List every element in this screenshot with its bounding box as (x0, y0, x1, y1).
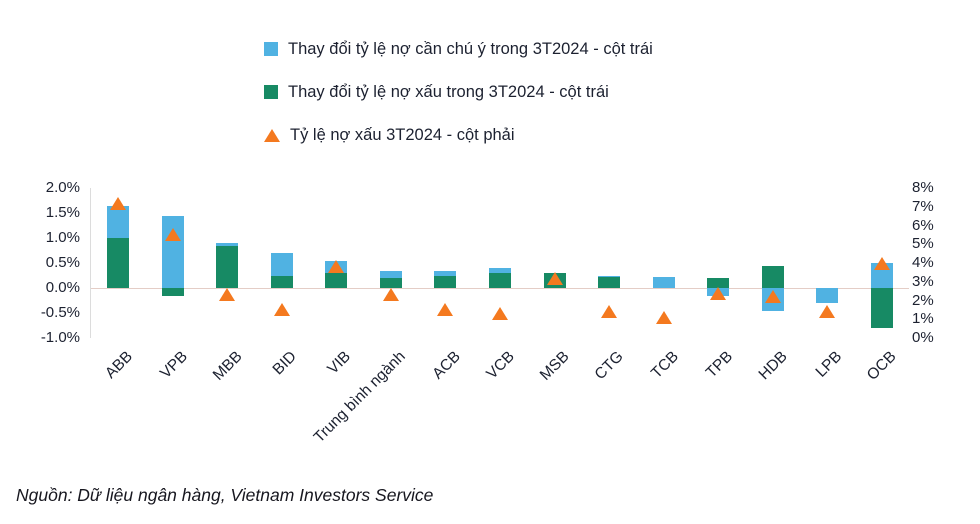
x-axis-label: OCB (863, 348, 900, 384)
npl-ratio-triangle (873, 256, 890, 270)
x-axis-label: TCB (647, 348, 682, 382)
left-axis: 2.0% 1.5% 1.0% 0.5% 0.0% -0.5% -1.0% (0, 180, 80, 346)
special-mention-change-bar (107, 205, 130, 238)
npl-change-bar (870, 288, 893, 328)
npl-ratio-triangle (764, 290, 781, 304)
npl-change-bar (107, 238, 130, 288)
right-axis-tick: 1% (912, 310, 934, 328)
npl-ratio-triangle (601, 305, 618, 319)
x-axis-label: CTG (591, 348, 628, 384)
legend-label: Tỷ lệ nợ xấu 3T2024 - cột phải (290, 125, 515, 144)
special-mention-change-bar (270, 253, 293, 276)
legend-item: Thay đổi tỷ lệ nợ cần chú ý trong 3T2024… (264, 38, 653, 60)
special-mention-change-bar (161, 215, 184, 288)
special-mention-change-bar (816, 288, 839, 303)
special-mention-change-bar (434, 270, 457, 276)
npl-change-bar (489, 273, 511, 288)
npl-ratio-triangle (164, 228, 181, 242)
square-marker-icon (264, 85, 278, 99)
npl-change-bar (761, 265, 784, 288)
x-axis-label: MBB (209, 348, 246, 384)
plot-area: ABB VPB MBB BID VIB Trung bình ngành ACB VCB MSB… (90, 188, 909, 446)
npl-ratio-triangle (819, 305, 836, 319)
npl-change-bar (270, 275, 293, 288)
left-axis-tick: -1.0% (40, 329, 80, 346)
special-mention-change-bar (379, 270, 402, 278)
x-axis-label: ABB (102, 348, 137, 382)
square-marker-icon (264, 42, 278, 56)
npl-ratio-triangle (273, 303, 290, 317)
legend-label: Thay đổi tỷ lệ nợ cần chú ý trong 3T2024… (288, 39, 653, 58)
x-axis-label: HDB (755, 348, 791, 384)
x-axis-label: TPB (702, 348, 737, 382)
npl-change-bar (434, 275, 457, 288)
x-axis-label: ACB (428, 348, 464, 383)
right-axis-tick: 3% (912, 272, 934, 290)
right-axis-tick: 5% (912, 235, 934, 253)
npl-change-bar (598, 277, 621, 288)
left-axis-tick: 0.5% (45, 254, 80, 271)
right-axis-tick: 4% (912, 254, 934, 271)
npl-ratio-triangle (492, 307, 508, 321)
npl-ratio-triangle (710, 286, 727, 300)
left-axis-tick: -0.5% (40, 304, 80, 321)
special-mention-change-bar (216, 243, 239, 246)
x-axis-label: MSB (536, 348, 573, 384)
left-axis-tick: 2.0% (45, 179, 80, 196)
x-axis-label: LPB (812, 348, 846, 381)
npl-ratio-triangle (546, 271, 563, 285)
npl-ratio-triangle (382, 288, 399, 302)
left-axis-tick: 0.0% (45, 279, 80, 296)
npl-ratio-triangle (655, 310, 672, 324)
left-axis-tick: 1.5% (45, 204, 80, 221)
zero-gridline (91, 288, 909, 289)
left-axis-tick: 1.0% (45, 229, 80, 246)
npl-ratio-triangle (110, 196, 127, 210)
legend-label: Thay đổi tỷ lệ nợ xấu trong 3T2024 - cột… (288, 82, 609, 101)
npl-change-bar (325, 273, 348, 288)
x-axis-label: VPB (156, 348, 191, 382)
chart-legend: Thay đổi tỷ lệ nợ cần chú ý trong 3T2024… (264, 38, 653, 167)
right-axis-tick: 2% (912, 291, 934, 309)
npl-change-bar (379, 278, 402, 288)
right-axis-tick: 7% (912, 197, 934, 215)
special-mention-change-bar (598, 275, 621, 277)
triangle-marker-icon (264, 128, 280, 142)
special-mention-change-bar (489, 268, 511, 273)
npl-change-bar (707, 278, 730, 288)
right-axis-tick: 0% (912, 329, 934, 346)
npl-change-bar (216, 245, 239, 288)
right-axis: 8% 7% 6% 5% 4% 3% 2% 1% 0% (912, 180, 972, 346)
npl-change-bar (161, 288, 184, 296)
npl-ratio-triangle (328, 260, 345, 274)
x-axis-label: VCB (483, 348, 519, 383)
npl-ratio-triangle (219, 288, 236, 302)
npl-ratio-triangle (437, 303, 454, 317)
right-axis-tick: 6% (912, 216, 934, 234)
right-axis-tick: 8% (912, 179, 934, 196)
legend-item: Tỷ lệ nợ xấu 3T2024 - cột phải (264, 124, 653, 146)
x-axis-label: BID (269, 348, 300, 379)
special-mention-change-bar (652, 277, 675, 288)
x-axis-label: VIB (324, 348, 355, 378)
source-note: Nguồn: Dữ liệu ngân hàng, Vietnam Invest… (16, 485, 434, 505)
legend-item: Thay đổi tỷ lệ nợ xấu trong 3T2024 - cột… (264, 81, 653, 103)
